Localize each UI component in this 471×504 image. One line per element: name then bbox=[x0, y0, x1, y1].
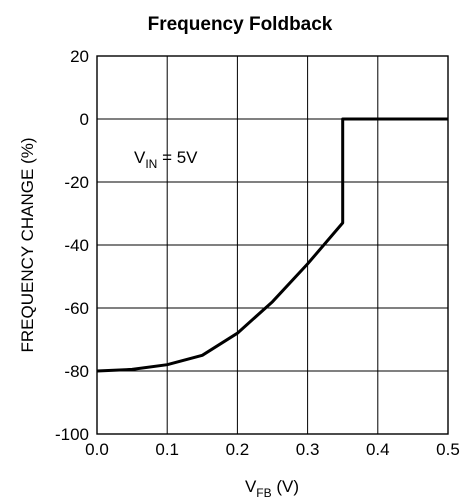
x-axis-label-subscript: FB bbox=[256, 486, 271, 500]
annotation-main: V bbox=[134, 148, 146, 167]
chart-title: Frequency Foldback bbox=[148, 14, 333, 35]
plot-frame bbox=[96, 55, 449, 435]
annotation-vin: VIN = 5V bbox=[134, 148, 198, 171]
y-tick-label: 20 bbox=[70, 47, 89, 66]
y-tick-label: -80 bbox=[64, 362, 89, 381]
y-tick-label: -20 bbox=[64, 173, 89, 192]
y-tick-label: 0 bbox=[80, 110, 89, 129]
x-tick-label: 0.3 bbox=[296, 440, 320, 459]
x-tick-label: 0.2 bbox=[226, 440, 250, 459]
y-tick-label: -40 bbox=[64, 236, 89, 255]
x-tick-label: 0.0 bbox=[85, 440, 109, 459]
annotation-subscript: IN bbox=[145, 157, 157, 171]
x-tick-label: 0.4 bbox=[366, 440, 390, 459]
x-tick-labels: 0.0 0.1 0.2 0.3 0.4 0.5 bbox=[85, 440, 460, 459]
y-tick-label: -100 bbox=[55, 425, 89, 444]
x-axis-label-unit: (V) bbox=[272, 477, 299, 496]
x-axis-label-main: V bbox=[245, 477, 257, 496]
x-tick-label: 0.1 bbox=[155, 440, 179, 459]
grid bbox=[97, 56, 448, 434]
frequency-change-line bbox=[96, 117, 448, 373]
y-tick-labels: 20 0 -20 -40 -60 -80 -100 bbox=[55, 47, 89, 444]
y-tick-label: -60 bbox=[64, 299, 89, 318]
x-tick-label: 0.5 bbox=[436, 440, 460, 459]
annotation-rest: = 5V bbox=[157, 148, 198, 167]
x-axis-label: VFB (V) bbox=[245, 477, 299, 500]
y-axis-label: FREQUENCY CHANGE (%) bbox=[18, 137, 37, 352]
